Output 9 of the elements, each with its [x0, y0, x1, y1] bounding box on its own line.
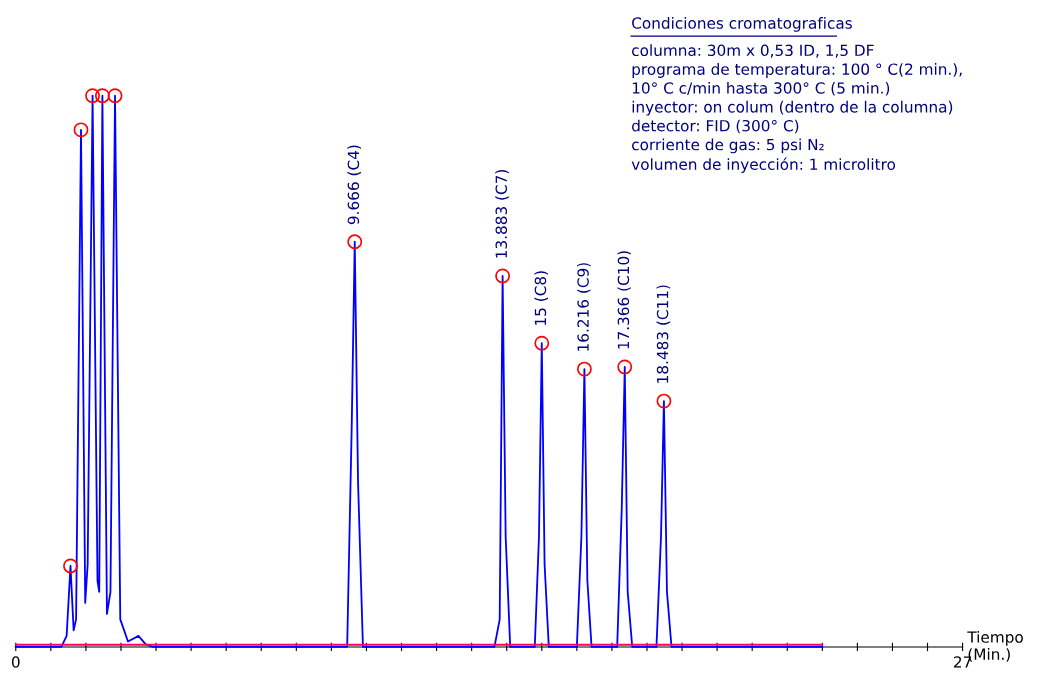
annotation: 17.366 (C10)	[617, 251, 631, 349]
annotation: 18.483 (C11)	[656, 285, 671, 383]
annotation: 9.666 (C4)	[347, 145, 361, 225]
chart-subtitle: columna: 30m x 0,53 ID, 1,5 DF programa de temperatura: 100 ° C(2 min.), 10° C c/min hasta 300° C (5 min.) inyector: on colum (dentro de la columna) detector: FID (300° C) corriente de gas: 5 psi N₂ volumen de inyección: 1 microlitro	[631, 44, 962, 173]
x-tick-label: 0	[11, 656, 20, 668]
annotation: 15 (C8)	[534, 271, 549, 325]
annotation: 13.883 (C7)	[495, 169, 509, 258]
annotation: 16.216 (C9)	[577, 263, 591, 351]
chart-title: Condiciones cromatograficas	[632, 17, 852, 32]
